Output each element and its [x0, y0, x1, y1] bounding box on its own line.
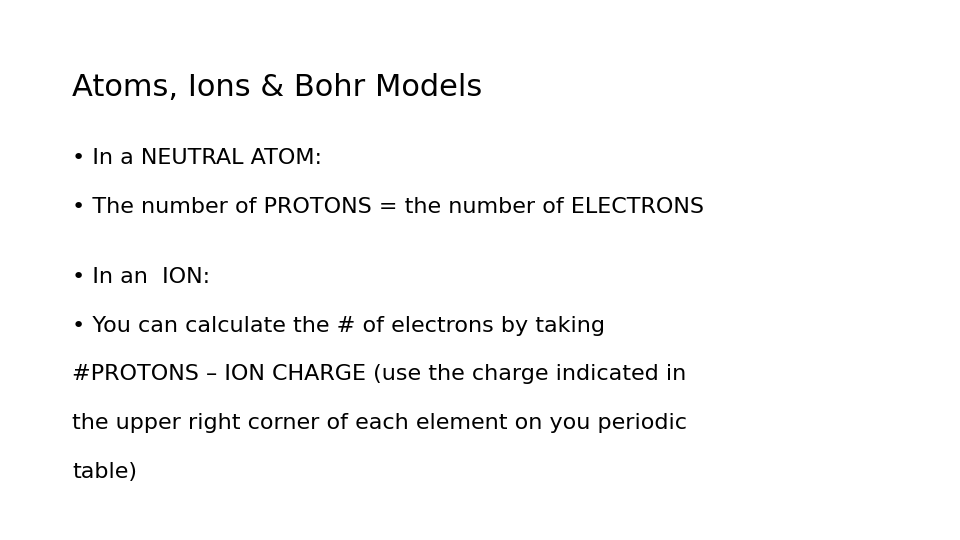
Text: table): table) [72, 462, 137, 482]
Text: • In an  ION:: • In an ION: [72, 267, 210, 287]
Text: • You can calculate the # of electrons by taking: • You can calculate the # of electrons b… [72, 316, 605, 336]
Text: • In a NEUTRAL ATOM:: • In a NEUTRAL ATOM: [72, 148, 322, 168]
Text: the upper right corner of each element on you periodic: the upper right corner of each element o… [72, 413, 687, 433]
Text: #PROTONS – ION CHARGE (use the charge indicated in: #PROTONS – ION CHARGE (use the charge in… [72, 364, 686, 384]
Text: • The number of PROTONS = the number of ELECTRONS: • The number of PROTONS = the number of … [72, 197, 704, 217]
Text: Atoms, Ions & Bohr Models: Atoms, Ions & Bohr Models [72, 73, 482, 102]
